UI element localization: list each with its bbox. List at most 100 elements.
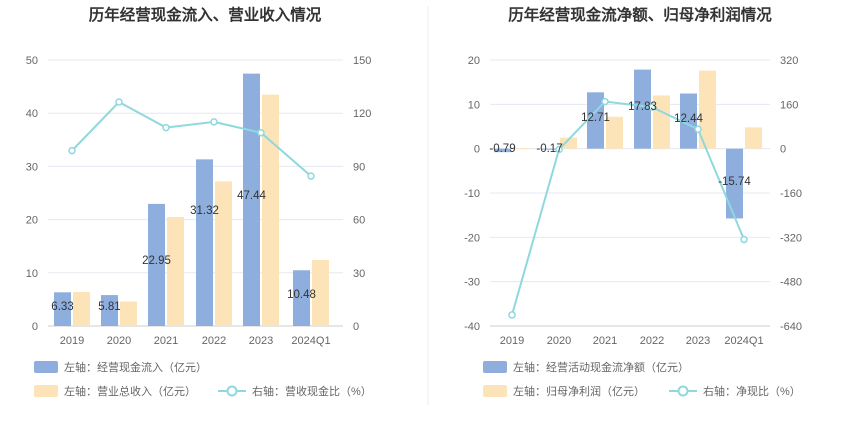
bar <box>606 116 623 149</box>
y-axis-tick-label: 20 <box>26 215 38 227</box>
series-line <box>511 100 745 316</box>
y2-axis-tick-label: 160 <box>780 99 798 111</box>
legend-swatch-marker-icon <box>677 385 689 397</box>
bar <box>148 203 165 326</box>
legend-item[interactable]: 左轴：归母净利润（亿元） <box>483 384 645 398</box>
cashflow-inflow-chart: 历年经营现金流入、营业收入情况 0 10 20 30 40 50 0 30 60 90 120 150… <box>26 5 372 347</box>
bar <box>494 148 511 153</box>
bar <box>293 270 310 326</box>
x-axis-tick-label: 2020 <box>547 335 571 347</box>
data-label: 47.44 <box>237 190 266 202</box>
bar <box>312 260 329 326</box>
legend-label: 右轴：营收现金比（%） <box>252 384 372 398</box>
chart-title: 历年经营现金流入、营业收入情况 <box>89 5 322 24</box>
line-point <box>115 98 123 106</box>
bar <box>54 292 71 326</box>
y2-axis-tick-label: -480 <box>780 277 802 289</box>
y2-axis-tick-label: 30 <box>353 268 365 280</box>
bar <box>560 137 577 149</box>
y-axis-tick-label: 0 <box>32 321 38 333</box>
y2-axis-tick-label: 320 <box>780 55 798 67</box>
line-point <box>648 103 656 111</box>
x-axis-tick-label: 2019 <box>60 335 84 347</box>
legend-item[interactable]: 左轴：经营现金流入（亿元） <box>34 360 207 374</box>
y2-axis-tick-label: -640 <box>780 321 802 333</box>
series-line <box>71 100 312 177</box>
data-label: -0.17 <box>536 143 562 155</box>
x-axis-tick-label: 2021 <box>154 335 178 347</box>
data-label: 12.71 <box>581 112 610 124</box>
x-axis-tick-label: 2024Q1 <box>291 335 330 347</box>
bar <box>745 127 762 149</box>
bar <box>699 70 716 149</box>
bar <box>262 94 279 326</box>
data-label: 12.44 <box>674 113 703 125</box>
y2-axis-tick-label: -160 <box>780 188 802 200</box>
data-label: 31.32 <box>190 205 219 217</box>
legend-item[interactable]: 右轴：净现比（%） <box>669 384 801 398</box>
y2-axis-tick-label: 0 <box>353 321 359 333</box>
y-axis-tick-label: 40 <box>26 108 38 120</box>
legend-swatch-bar-icon <box>483 385 507 397</box>
y-axis-tick-label: 30 <box>26 161 38 173</box>
legend-swatch-bar-icon <box>34 385 58 397</box>
legend-label: 左轴：经营活动现金流净额（亿元） <box>513 360 689 374</box>
line-point <box>210 118 218 126</box>
line-point <box>740 235 748 244</box>
y-axis-tick-label: -10 <box>464 188 480 200</box>
legend-item[interactable]: 左轴：营业总收入（亿元） <box>34 384 196 398</box>
y-axis-tick-label: -30 <box>464 277 480 289</box>
bar <box>73 291 90 326</box>
x-axis-tick-label: 2019 <box>500 335 524 347</box>
x-axis-tick-label: 2023 <box>249 335 273 347</box>
y-axis-tick-label: -20 <box>464 232 480 244</box>
bar <box>167 216 184 326</box>
bar <box>634 69 651 149</box>
y-axis-tick-label: -40 <box>464 321 480 333</box>
legend-item[interactable]: 右轴：营收现金比（%） <box>218 384 372 398</box>
x-axis-tick-label: 2023 <box>686 335 710 347</box>
x-axis-tick-label: 2024Q1 <box>724 335 763 347</box>
bar <box>726 148 743 219</box>
y2-axis-tick-label: 0 <box>780 144 786 156</box>
line-point <box>68 146 76 155</box>
data-label: 10.48 <box>287 289 316 301</box>
bar <box>541 148 558 150</box>
data-label: 6.33 <box>51 301 73 313</box>
net-cashflow-chart: 历年经营现金流净额、归母净利润情况 -40 -30 -20 -10 0 10 20 -640 -… <box>464 5 802 347</box>
legend-swatch-bar-icon <box>34 361 58 373</box>
legend-swatch-bar-icon <box>483 361 507 373</box>
x-axis-tick-label: 2022 <box>202 335 226 347</box>
y-axis-tick-label: 20 <box>468 55 480 67</box>
data-label: 17.83 <box>628 101 657 113</box>
x-axis-tick-label: 2020 <box>107 335 131 347</box>
y2-axis-tick-label: 90 <box>353 161 365 173</box>
y2-axis-tick-label: 120 <box>353 108 371 120</box>
legend-label: 左轴：归母净利润（亿元） <box>513 384 645 398</box>
line-point <box>508 311 516 319</box>
y-axis-tick-label: 0 <box>474 144 480 156</box>
line-point <box>555 145 563 154</box>
y-axis-tick-label: 10 <box>468 99 480 111</box>
x-axis-tick-label: 2022 <box>640 335 664 347</box>
legend-item[interactable]: 左轴：经营活动现金流净额（亿元） <box>483 360 689 374</box>
data-label: -0.79 <box>489 143 515 155</box>
y2-axis-tick-label: 60 <box>353 215 365 227</box>
legend-chart-1: 左轴：经营活动现金流净额（亿元） 左轴：归母净利润（亿元） 右轴：净现比（%） <box>483 360 801 398</box>
y-axis-tick-label: 50 <box>26 55 38 67</box>
x-axis-tick-label: 2021 <box>593 335 617 347</box>
bar <box>513 148 530 150</box>
y2-axis-tick-label: -320 <box>780 232 802 244</box>
line-point <box>601 97 609 106</box>
line-point <box>694 125 702 134</box>
bar <box>101 295 118 326</box>
line-point <box>257 128 265 137</box>
y-axis-tick-label: 10 <box>26 268 38 280</box>
legend-chart-0: 左轴：经营现金流入（亿元） 左轴：营业总收入（亿元） 右轴：营收现金比（%） <box>34 360 372 398</box>
bar <box>243 73 260 326</box>
legend-label: 右轴：净现比（%） <box>703 384 801 398</box>
line-point <box>162 123 170 132</box>
data-label: 22.95 <box>142 255 171 267</box>
chart-title: 历年经营现金流净额、归母净利润情况 <box>508 5 772 24</box>
data-label: -15.74 <box>718 176 751 188</box>
